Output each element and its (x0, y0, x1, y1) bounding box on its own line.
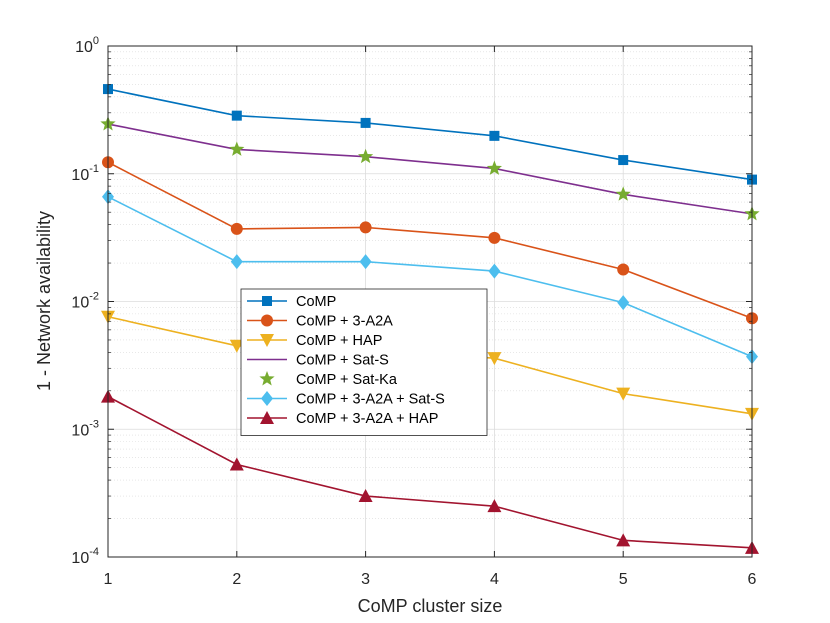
legend-label: CoMP + 3-A2A + HAP (296, 411, 438, 427)
data-point-star (259, 371, 275, 386)
legend-label: CoMP + Sat-Ka (296, 372, 398, 388)
legend: CoMP CoMP + 3-A2A CoMP + HAP CoMP + Sat-S Co… (240, 288, 488, 436)
data-point-diamond (488, 263, 501, 279)
series-comp-sat-s (107, 123, 753, 215)
data-point-diamond (230, 254, 243, 270)
y-tick-label: 10-3 (71, 418, 99, 439)
data-point-star (229, 141, 245, 156)
data-point-triangle-down (229, 339, 244, 353)
legend-label: CoMP (296, 294, 336, 310)
series-line (107, 395, 753, 549)
data-point-triangle-up (616, 533, 631, 547)
y-tick-exponent: -2 (89, 291, 99, 303)
y-tick-label: 10-2 (71, 291, 99, 312)
data-point-square (360, 117, 371, 128)
data-point-triangle-down (260, 334, 274, 347)
legend-entry: CoMP + 3-A2A + HAP (247, 411, 438, 427)
x-tick-label: 2 (232, 571, 241, 588)
legend-label: CoMP + 3-A2A + Sat-S (296, 392, 445, 408)
y-tick-label: 10-1 (71, 163, 99, 184)
data-point-triangle-up (229, 457, 244, 471)
x-tick-label: 5 (619, 571, 628, 588)
legend-entry: CoMP + Sat-S (247, 353, 389, 369)
y-tick-base: 10 (75, 39, 93, 56)
data-point-triangle-up (487, 499, 502, 513)
data-point-square (231, 110, 242, 121)
legend-entry: CoMP + HAP (247, 333, 382, 349)
y-tick-base: 10 (71, 550, 89, 567)
x-tick-labels: 1 2 3 4 5 6 (104, 571, 757, 588)
data-point-square (618, 155, 629, 166)
y-tick-exponent: 0 (93, 35, 99, 47)
data-point-circle (261, 314, 273, 327)
y-tick-label: 100 (75, 35, 99, 56)
series-comp-3-a2a-sat-s (102, 189, 758, 365)
y-tick-exponent: -4 (89, 546, 99, 558)
x-tick-label: 6 (748, 571, 757, 588)
y-tick-base: 10 (71, 295, 89, 312)
legend-label: CoMP + HAP (296, 333, 382, 349)
y-tick-base: 10 (71, 167, 89, 184)
series-line (107, 196, 753, 358)
legend-label: CoMP + 3-A2A (296, 314, 393, 330)
y-tick-base: 10 (71, 422, 89, 439)
axis-ticks (107, 45, 753, 558)
data-point-diamond (261, 391, 273, 406)
legend-entry: CoMP + 3-A2A (247, 314, 393, 330)
x-tick-label: 3 (361, 571, 370, 588)
legend-entry: CoMP + Sat-Ka (259, 371, 398, 388)
data-point-square (489, 130, 500, 141)
data-point-circle (617, 263, 630, 276)
data-point-triangle-down (616, 387, 631, 401)
data-point-diamond (359, 254, 372, 270)
y-axis-label: 1 - Network availability (34, 211, 54, 391)
data-point-star (486, 160, 503, 175)
data-point-diamond (617, 295, 630, 311)
legend-box (240, 288, 488, 436)
legend-entry: CoMP + 3-A2A + Sat-S (247, 391, 445, 408)
x-tick-label: 4 (490, 571, 499, 588)
data-point-circle (488, 231, 501, 244)
data-point-circle (230, 222, 243, 235)
x-axis-label: CoMP cluster size (358, 596, 503, 616)
series-line (107, 88, 753, 181)
y-tick-label: 10-4 (71, 546, 99, 567)
x-tick-label: 1 (104, 571, 113, 588)
data-point-triangle-up (260, 411, 274, 424)
y-tick-exponent: -3 (89, 418, 99, 430)
series-line (107, 123, 753, 215)
data-point-triangle-down (487, 352, 502, 366)
series-comp-3-a2a-hap (101, 389, 759, 554)
data-point-square (262, 296, 272, 306)
data-point-triangle-up (358, 489, 373, 503)
data-point-circle (359, 221, 372, 234)
y-tick-exponent: -1 (89, 163, 99, 175)
legend-label: CoMP + Sat-S (296, 353, 389, 369)
data-point-star (615, 186, 631, 201)
series-line (107, 161, 753, 319)
legend-entry: CoMP (247, 294, 336, 310)
data-point-star (357, 148, 374, 164)
